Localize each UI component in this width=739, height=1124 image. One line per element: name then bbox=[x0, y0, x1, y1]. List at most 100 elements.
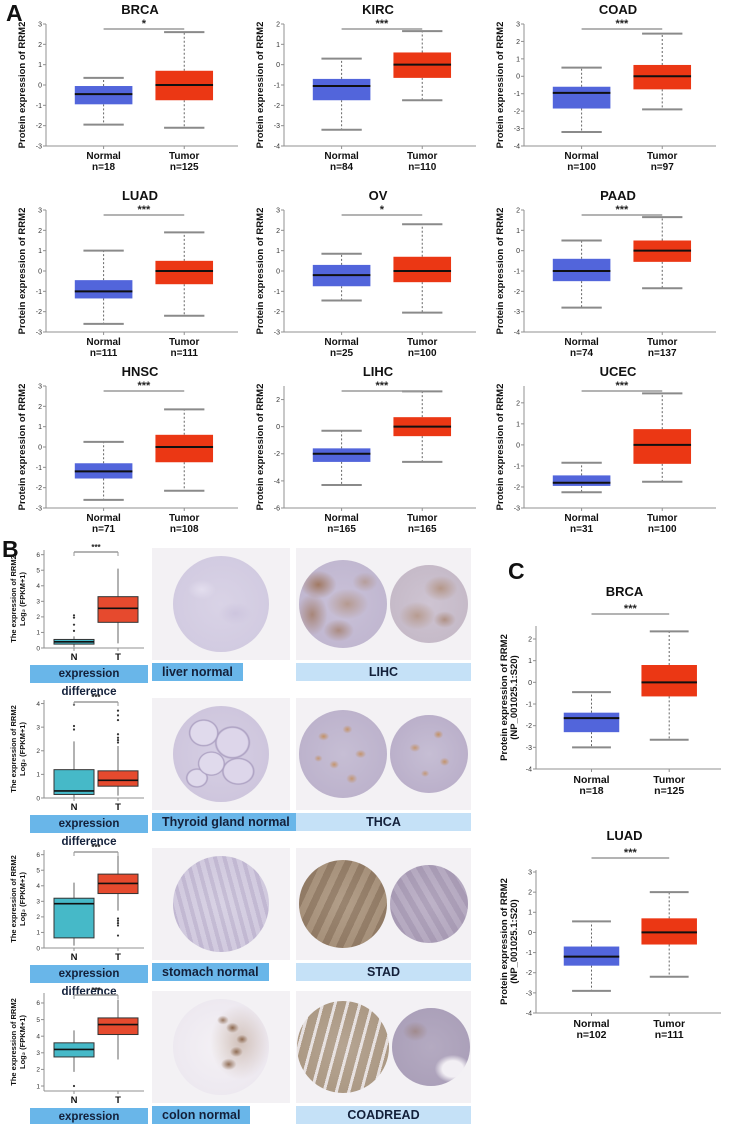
significance-stars: * bbox=[380, 204, 385, 216]
svg-text:0: 0 bbox=[516, 248, 520, 255]
plot-canvas: -6 -4 -2 0 2 Normal n=165 Tumor n=165 *** Protein … bbox=[254, 380, 484, 540]
box-normal bbox=[74, 86, 133, 105]
svg-text:0: 0 bbox=[36, 645, 40, 652]
box-normal bbox=[563, 712, 620, 733]
plot-canvas: -4 -3 -2 -1 0 1 2 Normal n=74 Tumor n=137 *** Protei… bbox=[494, 204, 724, 364]
tumor-tissue-label: COADREAD bbox=[296, 1106, 471, 1124]
group-label: Normal bbox=[573, 774, 609, 786]
svg-text:-1: -1 bbox=[36, 465, 42, 472]
outlier-point bbox=[116, 714, 120, 717]
significance-stars: *** bbox=[91, 693, 101, 702]
ihc-image-colon-normal bbox=[173, 999, 269, 1095]
svg-text:3: 3 bbox=[528, 869, 532, 876]
svg-text:1: 1 bbox=[36, 772, 40, 779]
ihc-normal-frame bbox=[152, 848, 290, 960]
svg-text:2: 2 bbox=[38, 404, 42, 411]
group-label: Normal bbox=[324, 151, 359, 162]
plot-title: KIRC bbox=[362, 2, 394, 17]
svg-text:3: 3 bbox=[36, 899, 40, 906]
ihc-image-coadread-1 bbox=[297, 1001, 389, 1093]
significance-stars: *** bbox=[615, 204, 629, 216]
group-label: Tumor bbox=[169, 337, 199, 348]
ihc-tumor-frame bbox=[296, 991, 471, 1103]
svg-text:-2: -2 bbox=[514, 484, 520, 491]
outlier-point bbox=[72, 616, 76, 619]
outlier-point bbox=[72, 623, 76, 626]
plot-canvas: -3 -2 -1 0 1 2 3 Normal n=71 Tumor n=108 *** Protein… bbox=[16, 380, 246, 540]
svg-text:3: 3 bbox=[38, 21, 42, 28]
group-n-label: n=125 bbox=[654, 785, 684, 797]
expression-difference-label: expression difference bbox=[30, 815, 148, 848]
svg-text:-3: -3 bbox=[274, 329, 280, 336]
svg-text:0: 0 bbox=[38, 268, 42, 275]
group-label: Tumor bbox=[407, 513, 437, 524]
boxplot-b-lihc: 0 1 2 3 4 5 6 N T *** The expression of RRM2 Log₂ (… bbox=[8, 542, 150, 664]
outlier-point bbox=[116, 741, 120, 744]
svg-text:-6: -6 bbox=[274, 505, 280, 512]
svg-text:6: 6 bbox=[36, 552, 40, 559]
svg-text:-4: -4 bbox=[274, 143, 280, 150]
outlier-point bbox=[116, 709, 120, 712]
boxplot-svg: -6-4-202Normaln=165Tumorn=165***Protein … bbox=[255, 380, 476, 535]
svg-text:-1: -1 bbox=[36, 289, 42, 296]
group-label: Normal bbox=[324, 513, 359, 524]
ihc-normal-frame bbox=[152, 991, 290, 1103]
boxplot-a-hnsc: HNSC -3 -2 -1 0 1 2 3 Normal n=71 Tumor n=108 *** Pr… bbox=[16, 364, 246, 540]
svg-text:-3: -3 bbox=[36, 505, 42, 512]
group-n-label: n=125 bbox=[170, 162, 199, 173]
normal-tissue-label: liver normal bbox=[152, 663, 243, 681]
group-n-label: n=71 bbox=[92, 524, 116, 535]
svg-text:-4: -4 bbox=[526, 1010, 532, 1017]
group-n-label: n=100 bbox=[567, 162, 596, 173]
group-n-label: n=137 bbox=[648, 348, 677, 359]
panel-a-label: A bbox=[6, 0, 23, 26]
group-n-label: n=18 bbox=[92, 162, 116, 173]
ihc-image-thca-1 bbox=[299, 710, 387, 798]
svg-text:0: 0 bbox=[38, 82, 42, 89]
plot-canvas: -4 -3 -2 -1 0 1 2 Normal n=18 Tumor n=125 *** Protei… bbox=[498, 600, 733, 805]
plot-canvas: -3 -2 -1 0 1 2 3 Normal n=25 Tumor n=100 * Protein e… bbox=[254, 204, 484, 364]
plot-canvas: -3 -2 -1 0 1 2 3 Normal n=111 Tumor n=111 *** Protei… bbox=[16, 204, 246, 364]
svg-text:6: 6 bbox=[36, 852, 40, 859]
ihc-normal-frame bbox=[152, 548, 290, 660]
y-axis-label: Protein expression of RRM2 bbox=[255, 22, 266, 149]
ihc-image-lihc-1 bbox=[299, 560, 387, 648]
box-t bbox=[97, 1017, 139, 1036]
box-tumor bbox=[641, 918, 697, 945]
svg-text:0: 0 bbox=[276, 424, 280, 431]
box-tumor bbox=[155, 260, 214, 285]
outlier-point bbox=[116, 718, 120, 722]
panel-b-row-thca: 0 1 2 3 4 N T *** The expression of RRM2 Log₂ (FP… bbox=[0, 692, 482, 848]
svg-text:0: 0 bbox=[36, 945, 40, 952]
svg-text:-3: -3 bbox=[36, 329, 42, 336]
group-label: Normal bbox=[86, 337, 121, 348]
boxplot-b-thca: 0 1 2 3 4 N T *** The expression of RRM2 Log₂ (FP… bbox=[8, 692, 150, 814]
plot-canvas: -4 -3 -2 -1 0 1 2 Normal n=84 Tumor n=110 *** Protei… bbox=[254, 18, 484, 178]
svg-text:-3: -3 bbox=[514, 505, 520, 512]
ihc-image-stad-2 bbox=[390, 865, 468, 943]
boxplot-a-paad: PAAD -4 -3 -2 -1 0 1 2 Normal n=74 Tumor n=137 *** P… bbox=[494, 188, 724, 364]
svg-text:4: 4 bbox=[36, 583, 40, 590]
svg-text:-2: -2 bbox=[514, 289, 520, 296]
plot-canvas: 0 1 2 3 4 5 6 N T *** The expression of RRM2 Log₂ (… bbox=[8, 842, 150, 964]
ihc-tumor-frame bbox=[296, 698, 471, 810]
svg-text:2: 2 bbox=[528, 636, 532, 643]
group-label: Normal bbox=[573, 1018, 609, 1030]
svg-text:-1: -1 bbox=[526, 950, 532, 957]
y-axis-label: The expression of RRM2 bbox=[9, 998, 18, 1086]
outlier-point bbox=[116, 924, 120, 927]
svg-text:-3: -3 bbox=[526, 745, 532, 752]
boxplot-svg: 0 1 2 3 4 5 6 N T *** The expression of RRM2 Log₂ (… bbox=[9, 543, 144, 663]
svg-text:4: 4 bbox=[36, 1033, 40, 1040]
group-n-label: n=111 bbox=[90, 348, 118, 359]
significance-stars: *** bbox=[615, 18, 629, 30]
svg-text:-2: -2 bbox=[514, 109, 520, 116]
svg-text:6: 6 bbox=[36, 1000, 40, 1007]
ihc-image-thyroid-normal bbox=[173, 706, 269, 802]
expression-difference-label: expression difference bbox=[30, 665, 148, 698]
svg-text:-2: -2 bbox=[274, 103, 280, 110]
